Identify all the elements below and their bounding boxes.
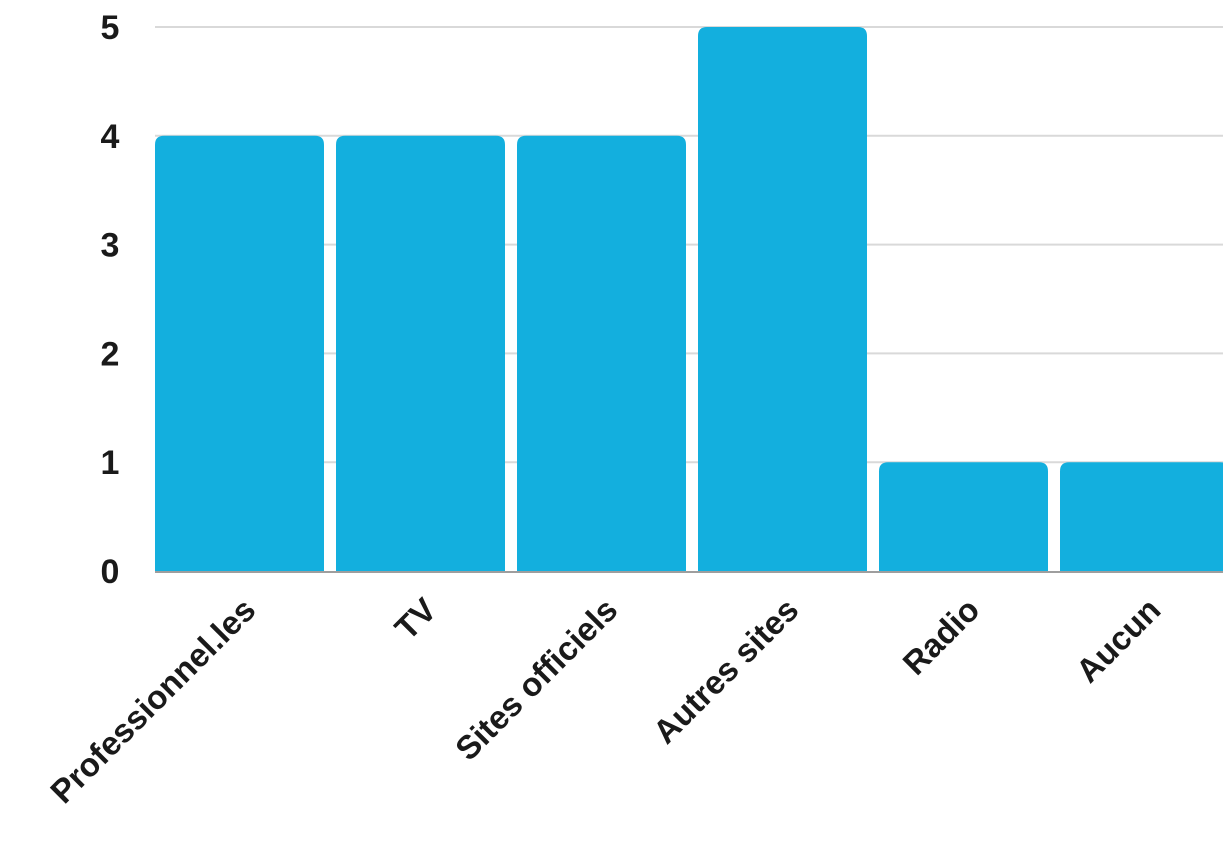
bar-aucun: [1060, 462, 1223, 571]
bar-autres-sites: [698, 27, 867, 571]
x-tick-labels: Professionnel.les TV Sites officiels Autres…: [43, 591, 1167, 810]
bar-tv: [336, 135, 505, 572]
bar-professionnel-les: [155, 135, 324, 572]
grid-lines: [155, 26, 1223, 464]
x-tick-label: Radio: [895, 591, 986, 682]
y-tick-label: 4: [101, 118, 120, 156]
y-tick-label: 3: [101, 227, 120, 265]
bars: [155, 27, 1223, 572]
y-tick-label: 1: [101, 444, 120, 482]
bar-radio: [879, 462, 1048, 571]
x-tick-label: Sites officiels: [448, 591, 625, 768]
x-tick-label: Professionnel.les: [43, 591, 262, 810]
bar-sites-officiels: [517, 135, 686, 572]
y-tick-label: 0: [101, 553, 120, 591]
y-tick-label: 5: [101, 9, 120, 47]
y-tick-labels: 0 1 2 3 4 5: [101, 9, 120, 591]
y-tick-label: 2: [101, 335, 120, 373]
x-tick-label: Aucun: [1069, 591, 1168, 690]
x-tick-label: TV: [387, 591, 443, 647]
x-tick-label: Autres sites: [646, 591, 806, 751]
